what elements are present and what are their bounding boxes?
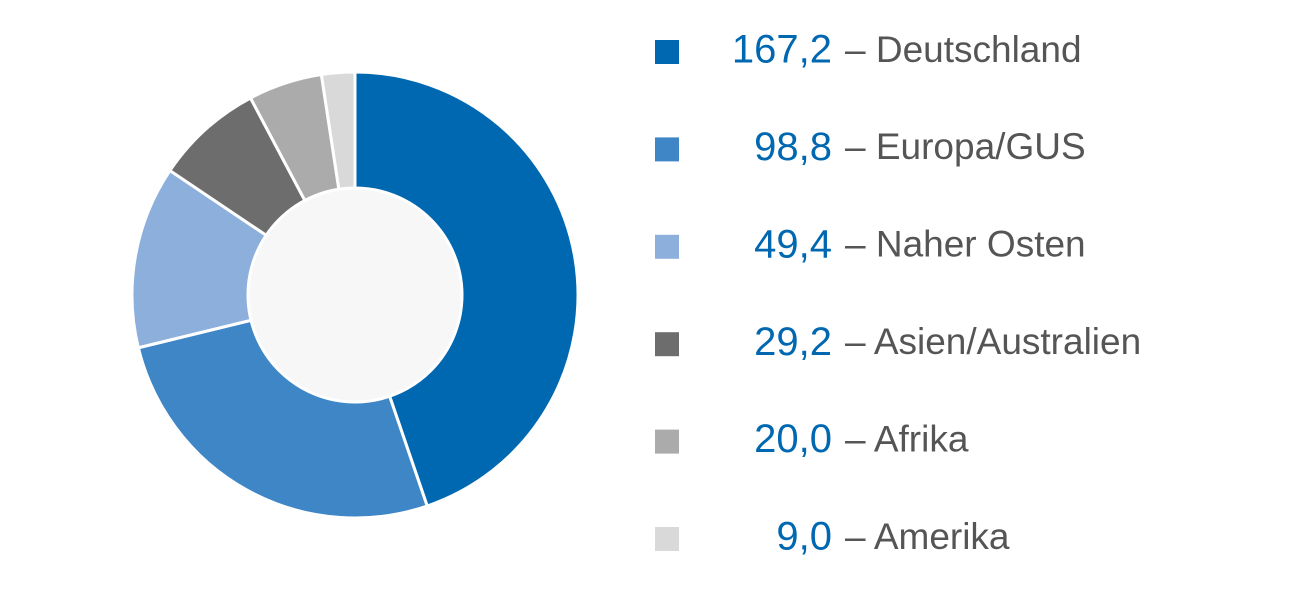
legend-label: – Amerika	[845, 516, 1010, 557]
legend-swatch	[655, 234, 679, 259]
donut-hole	[246, 186, 464, 404]
legend-value: 49,4	[754, 222, 832, 266]
legend-swatch	[655, 429, 679, 454]
legend-label: – Europa/GUS	[845, 126, 1086, 167]
legend-label: – Deutschland	[845, 29, 1082, 70]
legend-value: 98,8	[754, 125, 832, 169]
legend-value: 167,2	[732, 28, 832, 72]
wedge	[353, 70, 580, 508]
legend-swatch	[655, 332, 679, 357]
legend-swatch	[655, 527, 679, 551]
legend-value: 29,2	[754, 320, 832, 364]
legend-swatch	[655, 137, 679, 162]
legend-label: – Afrika	[845, 418, 969, 459]
legend: 167,2 – Deutschland 98,8 – Europa/GUS 49,4 – …	[655, 28, 1141, 559]
legend-value: 9,0	[776, 515, 832, 559]
legend-label: – Naher Osten	[845, 224, 1086, 265]
legend-label: – Asien/Australien	[845, 321, 1141, 362]
legend-swatch	[655, 40, 679, 64]
legend-value: 20,0	[754, 417, 832, 461]
